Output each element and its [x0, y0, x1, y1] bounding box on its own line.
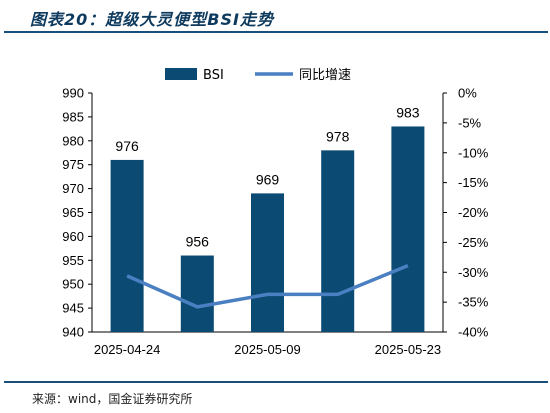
- y-left-tick-label: 970: [62, 181, 84, 196]
- y-right-tick-label: -10%: [458, 145, 489, 160]
- y-left-tick-label: 945: [62, 301, 84, 316]
- x-tick-label: 2025-04-24: [94, 342, 161, 357]
- y-left-tick-label: 975: [62, 157, 84, 172]
- y-right-tick-label: -35%: [458, 295, 489, 310]
- y-right-tick-label: -25%: [458, 235, 489, 250]
- bar-bsi: [391, 126, 425, 333]
- data-label: 983: [396, 104, 420, 120]
- y-right-tick-label: -5%: [458, 115, 482, 130]
- data-label: 969: [256, 171, 280, 187]
- y-left-tick-label: 960: [62, 229, 84, 244]
- x-tick-label: 2025-05-09: [234, 342, 301, 357]
- y-left-tick-label: 940: [62, 325, 84, 340]
- data-label: 956: [186, 234, 210, 250]
- bar-bsi: [251, 193, 284, 332]
- y-left-tick-label: 985: [62, 109, 84, 124]
- bar-bsi: [110, 159, 144, 332]
- data-label: 976: [115, 138, 139, 154]
- legend-label-bsi: BSI: [203, 68, 224, 83]
- y-right-tick-label: -40%: [458, 325, 489, 340]
- chart-title: 图表20：超级大灵便型BSI走势: [30, 10, 274, 29]
- y-right-tick-label: -20%: [458, 205, 489, 220]
- legend-label-yoy: 同比增速: [299, 68, 351, 83]
- y-right-tick-label: -15%: [458, 175, 489, 190]
- x-tick-label: 2025-05-23: [375, 342, 442, 357]
- y-right-tick-label: 0%: [458, 86, 477, 101]
- bar-bsi: [321, 150, 355, 332]
- y-left-tick-label: 950: [62, 277, 84, 292]
- y-left-tick-label: 955: [62, 253, 84, 268]
- y-left-tick-label: 980: [62, 133, 84, 148]
- bottom-rule: [4, 381, 548, 383]
- source-note: 来源：wind，国金证券研究所: [32, 392, 193, 406]
- y-left-tick-label: 965: [62, 205, 84, 220]
- line-yoy-growth: [126, 264, 409, 309]
- y-right-tick-label: -30%: [458, 265, 489, 280]
- data-label: 978: [326, 128, 350, 144]
- y-left-tick-label: 990: [62, 86, 84, 101]
- bar-bsi: [180, 255, 214, 332]
- legend-swatch-bsi: [165, 68, 197, 80]
- top-rule: [4, 31, 548, 33]
